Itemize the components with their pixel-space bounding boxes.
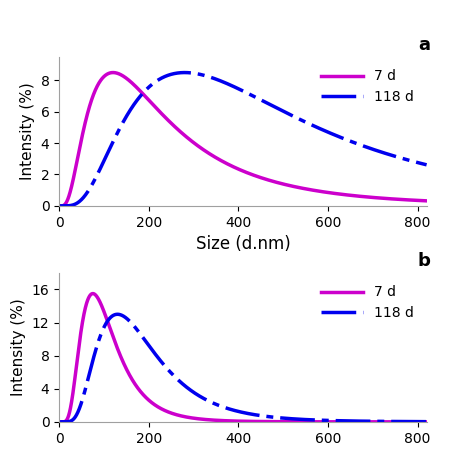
118 d <box>213 76 219 82</box>
7 d <box>424 198 429 204</box>
7 d <box>56 419 62 425</box>
7 d <box>110 70 116 75</box>
7 d <box>377 419 383 425</box>
118 d <box>377 419 383 424</box>
118 d <box>417 160 422 166</box>
X-axis label: Size (d.nm): Size (d.nm) <box>196 235 290 253</box>
118 d <box>198 394 203 400</box>
118 d <box>120 313 126 319</box>
7 d <box>90 291 96 296</box>
7 d <box>198 416 203 422</box>
7 d <box>99 302 104 308</box>
118 d <box>424 162 429 168</box>
118 d <box>213 401 219 407</box>
118 d <box>56 419 62 425</box>
7 d <box>213 418 219 423</box>
118 d <box>424 419 429 425</box>
118 d <box>56 203 62 209</box>
7 d <box>120 73 126 79</box>
Legend: 7 d, 118 d: 7 d, 118 d <box>316 64 419 110</box>
Line: 7 d: 7 d <box>59 73 427 206</box>
118 d <box>182 70 188 75</box>
Line: 118 d: 118 d <box>59 314 427 422</box>
7 d <box>377 195 383 201</box>
7 d <box>417 419 422 425</box>
Text: b: b <box>418 252 430 270</box>
Line: 118 d: 118 d <box>59 73 427 206</box>
7 d <box>417 198 422 203</box>
7 d <box>120 359 126 365</box>
118 d <box>120 119 126 125</box>
Line: 7 d: 7 d <box>59 293 427 422</box>
118 d <box>377 149 383 155</box>
Legend: 7 d, 118 d: 7 d, 118 d <box>316 280 419 326</box>
Y-axis label: Intensity (%): Intensity (%) <box>11 299 26 396</box>
7 d <box>99 77 104 82</box>
7 d <box>424 419 429 425</box>
118 d <box>99 330 104 336</box>
118 d <box>417 419 422 425</box>
Y-axis label: Intensity (%): Intensity (%) <box>20 82 35 180</box>
7 d <box>198 145 203 150</box>
118 d <box>99 164 104 169</box>
7 d <box>213 155 219 161</box>
118 d <box>115 311 120 317</box>
7 d <box>56 203 62 209</box>
118 d <box>198 72 203 77</box>
Text: a: a <box>418 36 430 54</box>
